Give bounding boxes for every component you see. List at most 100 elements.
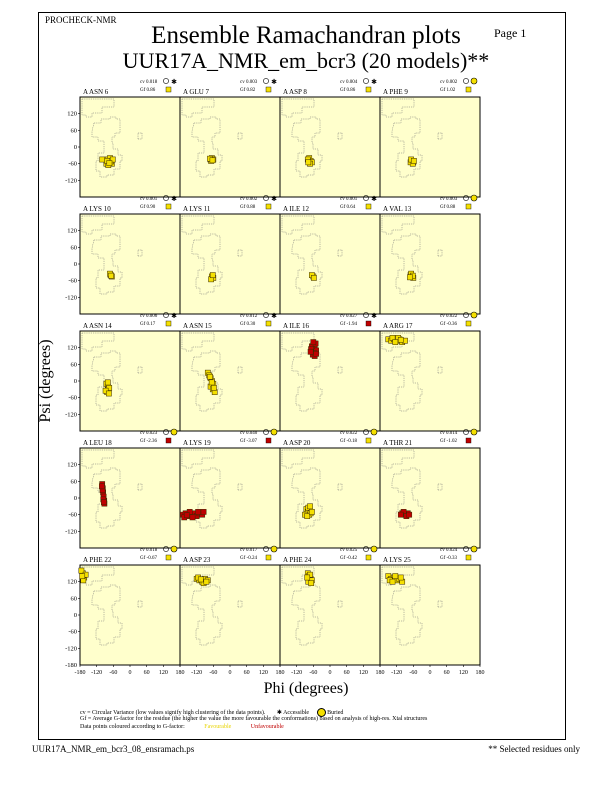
x-tick-label: 120 (259, 670, 268, 676)
data-point (411, 158, 417, 164)
beta-region (281, 449, 315, 469)
helix-region (91, 584, 123, 646)
panel-cv: cv 0.022 (440, 314, 458, 319)
helix-region (391, 350, 423, 412)
data-point (392, 573, 399, 579)
x-tick-label: -60 (309, 670, 317, 676)
help-icon (363, 429, 369, 435)
panel-plot-area (179, 213, 281, 315)
legend-gf-text: Gf = Average G-factor for the residue (t… (80, 716, 428, 722)
buried-icon (470, 428, 478, 436)
panel-cv: cv 0.001 (140, 197, 158, 202)
left-helix-region (337, 366, 343, 374)
legend-colour-text: Data points coloured according to G-fact… (80, 724, 185, 730)
y-tick-label: -60 (68, 161, 77, 168)
data-point (209, 157, 216, 164)
left-helix-region (137, 600, 143, 608)
buried-icon (370, 428, 378, 436)
data-point (397, 574, 404, 581)
panel-gf: Gf 0.88 (240, 205, 256, 210)
x-tick-label: -120 (391, 670, 402, 676)
data-point (99, 156, 106, 163)
panel-gf: Gf -1.94 (340, 322, 357, 327)
left-helix-region (237, 366, 243, 374)
data-point (203, 578, 210, 585)
helix-region (91, 233, 123, 295)
data-point (304, 574, 311, 581)
x-tick-label: -120 (291, 670, 302, 676)
data-point (101, 499, 107, 506)
gf-indicator (265, 554, 272, 561)
panel-label: A LYS 25 (383, 556, 411, 564)
data-point (308, 580, 314, 586)
page-title: Ensemble Ramachandran plots (151, 22, 461, 49)
panel-label: A VAL 13 (383, 205, 412, 213)
data-point (106, 160, 113, 166)
data-point (309, 509, 315, 515)
left-helix-region (437, 483, 443, 491)
help-icon (263, 312, 269, 318)
panel-gf: Gf -2.36 (140, 439, 157, 444)
accessible-icon: ✱ (271, 312, 277, 320)
left-helix-region (437, 249, 443, 257)
y-tick-label: 0 (74, 144, 77, 151)
footer-filename: UUR17A_NMR_em_bcr3_08_ensramach.ps (32, 744, 195, 754)
panel-cv: cv 0.014 (440, 431, 458, 436)
x-tick-label: 0 (229, 670, 232, 676)
left-helix-region (337, 132, 343, 140)
data-point (200, 509, 207, 515)
data-point (197, 576, 204, 583)
y-tick-label: 0 (74, 495, 77, 502)
panel-cv: cv 0.024 (440, 548, 458, 553)
x-tick-label: 0 (429, 670, 432, 676)
data-point (392, 339, 399, 345)
panel-plot-area (279, 213, 381, 315)
panel-label: A GLU 7 (183, 88, 210, 96)
legend-unfavourable: Unfavourable (250, 724, 284, 730)
gf-indicator (365, 86, 372, 93)
gf-indicator (365, 437, 372, 444)
help-icon (263, 546, 269, 552)
buried-icon (170, 428, 178, 436)
beta-region (281, 98, 315, 118)
helix-region (191, 584, 223, 646)
gf-indicator (465, 320, 472, 327)
x-tick-label: -60 (209, 670, 217, 676)
gf-indicator (465, 554, 472, 561)
left-helix-region (237, 249, 243, 257)
panel-label: A ARG 17 (383, 322, 413, 330)
panel-label: A ASN 6 (83, 88, 109, 96)
panel-plot-area (79, 213, 181, 315)
helix-region (191, 116, 223, 178)
data-point (207, 373, 213, 380)
x-tick-label: 60 (244, 670, 250, 676)
panel-cv: cv 0.006 (140, 314, 158, 319)
panel-label: A ILE 12 (283, 205, 310, 213)
helix-region (191, 350, 223, 412)
y-tick-label: -120 (65, 645, 77, 652)
x-tick-label: 0 (129, 670, 132, 676)
y-tick-label: -60 (68, 395, 77, 402)
beta-region (181, 215, 215, 235)
panel-gf: Gf -0.33 (440, 556, 457, 561)
beta-region (381, 332, 415, 352)
y-tick-label: 120 (67, 462, 77, 469)
helix-region (191, 467, 223, 529)
y-tick-label: -120 (65, 177, 77, 184)
accessible-icon: ✱ (271, 195, 277, 203)
accessible-icon: ✱ (371, 78, 377, 86)
y-tick-label: 120 (67, 111, 77, 118)
help-icon (363, 195, 369, 201)
help-icon (163, 78, 169, 84)
left-helix-region (137, 483, 143, 491)
help-icon (363, 78, 369, 84)
y-axis-label: Psi (degrees) (37, 339, 54, 423)
panel-gf: Gf -0.36 (440, 322, 457, 327)
y-tick-label: -120 (65, 411, 77, 418)
panel-cv: cv 0.018 (140, 548, 158, 553)
help-icon (363, 546, 369, 552)
panel-label: A LEU 18 (83, 439, 112, 447)
panel-plot-area (279, 96, 381, 198)
help-icon (463, 195, 469, 201)
